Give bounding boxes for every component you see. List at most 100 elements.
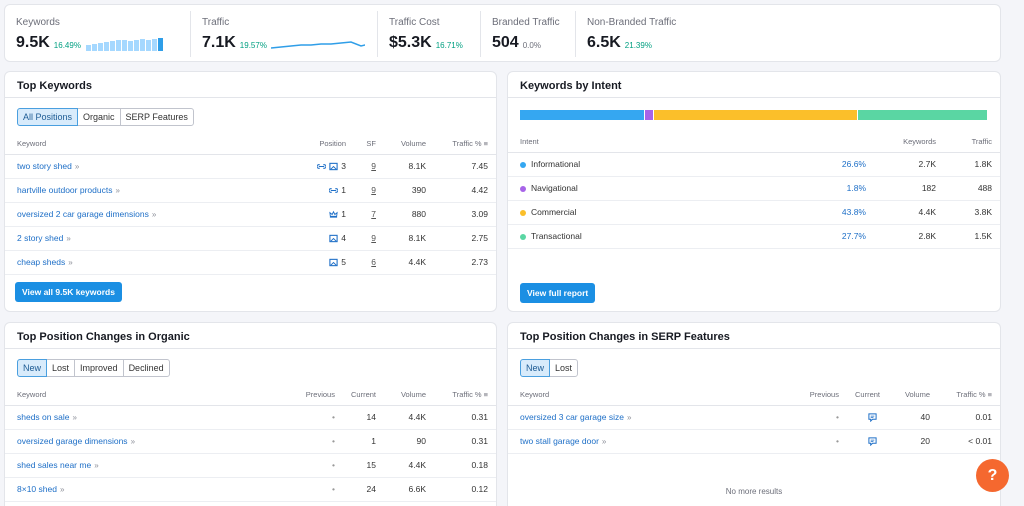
column-header[interactable]: Volume	[384, 134, 434, 155]
table-row[interactable]: Transactional 27.7% 2.8K 1.5K	[508, 224, 1000, 249]
position-cell: 4	[284, 226, 354, 251]
intent-dot	[520, 209, 526, 216]
sf-cell[interactable]: 7	[354, 202, 384, 227]
metric-value: 9.5K	[16, 34, 50, 51]
column-header[interactable]: Volume	[888, 385, 938, 406]
serp-changes-table: Keyword Previous Current Volume Traffic …	[508, 385, 1000, 454]
table-row: 2 story shed» 4 9 8.1K 2.75	[5, 226, 496, 251]
tab-lost[interactable]: Lost	[46, 359, 76, 377]
organic-change-tabs: New Lost Improved Declined	[17, 359, 496, 377]
sf-cell[interactable]: 6	[354, 250, 384, 275]
keywords-trend-bars	[85, 37, 164, 51]
previous-cell: •	[796, 405, 847, 430]
keyword-link[interactable]: cheap sheds»	[5, 250, 284, 275]
sf-cell[interactable]: 9	[354, 154, 384, 179]
intent-bar-segment	[644, 110, 653, 120]
keyword-link[interactable]: two stall garage door»	[508, 429, 797, 454]
traffic-cell: 1.8K	[944, 152, 1000, 177]
column-header[interactable]: Previous	[292, 385, 343, 406]
previous-cell: •	[292, 405, 343, 430]
column-header[interactable]: Traffic % ≡	[434, 385, 496, 406]
intent-name-cell: Navigational	[508, 176, 814, 201]
sf-cell[interactable]: 9	[354, 178, 384, 203]
previous-cell: •	[796, 429, 847, 454]
card-title: Top Position Changes in Organic	[5, 323, 496, 349]
current-cell: 24	[342, 477, 384, 502]
column-header[interactable]: Traffic % ≡	[434, 134, 496, 155]
metric-value: 504	[492, 34, 519, 51]
metric-value: 7.1K	[202, 34, 236, 51]
tab-new[interactable]: New	[17, 359, 48, 377]
volume-cell: 4.4K	[384, 250, 434, 275]
keyword-link[interactable]: oversized 3 car garage size»	[508, 405, 797, 430]
tab-all-positions[interactable]: All Positions	[17, 108, 79, 126]
column-header: Keyword	[508, 385, 797, 406]
metric-label: Non-Branded Traffic	[587, 17, 677, 28]
tab-improved[interactable]: Improved	[74, 359, 124, 377]
volume-cell: 8.1K	[384, 154, 434, 179]
tab-organic[interactable]: Organic	[77, 108, 121, 126]
metric-branded-traffic[interactable]: Branded Traffic 504 0.0%	[481, 11, 576, 57]
volume-cell: 4.4K	[384, 453, 434, 478]
metric-traffic-cost[interactable]: Traffic Cost $5.3K 16.71%	[378, 11, 481, 57]
position-cell: 3	[284, 154, 354, 179]
table-row[interactable]: Navigational 1.8% 182 488	[508, 176, 1000, 201]
keyword-link[interactable]: oversized garage dimensions»	[5, 429, 293, 454]
traffic-cell: 488	[944, 176, 1000, 201]
keyword-link[interactable]: sheds on sale»	[5, 405, 293, 430]
sort-icon: ≡	[483, 139, 488, 149]
table-row: hartville outdoor products» 1 9 390 4.42	[5, 178, 496, 203]
traffic-cell: 2.75	[434, 226, 496, 251]
metric-label: Traffic Cost	[389, 17, 440, 28]
sf-cell[interactable]: 9	[354, 226, 384, 251]
chevron-right-icon: »	[601, 437, 607, 446]
tab-declined[interactable]: Declined	[122, 359, 170, 377]
metric-traffic[interactable]: Traffic 7.1K 19.57%	[191, 11, 378, 57]
metrics-bar: Keywords 9.5K 16.49% Traffic 7.1K 19.57%…	[4, 4, 1001, 62]
column-header[interactable]: Previous	[796, 385, 847, 406]
traffic-cell: 2.73	[434, 250, 496, 275]
metric-label: Keywords	[16, 17, 60, 28]
volume-cell: 40	[888, 405, 938, 430]
view-full-report-button[interactable]: View full report	[520, 283, 596, 303]
organic-changes-table: Keyword Previous Current Volume Traffic …	[5, 385, 496, 502]
traffic-cell: 0.12	[434, 477, 496, 502]
keyword-link[interactable]: two story shed»	[5, 154, 284, 179]
volume-cell: 880	[384, 202, 434, 227]
view-all-keywords-button[interactable]: View all 9.5K keywords	[15, 282, 122, 302]
traffic-cell: 0.31	[434, 405, 496, 430]
column-header[interactable]: Volume	[384, 385, 434, 406]
table-row: two stall garage door» • 20 < 0.01	[508, 429, 1000, 454]
tab-serp-features[interactable]: SERP Features	[119, 108, 194, 126]
card-title: Top Keywords	[5, 72, 496, 98]
column-header: Keywords	[874, 132, 944, 153]
tab-lost[interactable]: Lost	[549, 359, 579, 377]
traffic-cell: < 0.01	[938, 429, 1000, 454]
column-header[interactable]: SF	[354, 134, 384, 155]
intent-name-cell: Informational	[508, 152, 814, 177]
chevron-right-icon: »	[151, 210, 157, 219]
metric-nonbranded-traffic[interactable]: Non-Branded Traffic 6.5K 21.39%	[576, 11, 706, 57]
sort-icon: ≡	[987, 390, 992, 400]
column-header[interactable]: Current	[342, 385, 384, 406]
keywords-by-intent-card: Keywords by Intent Intent Keywords Traff…	[507, 71, 1001, 312]
tab-new[interactable]: New	[520, 359, 551, 377]
keyword-link[interactable]: 8×10 shed»	[5, 477, 293, 502]
keyword-link[interactable]: 2 story shed»	[5, 226, 284, 251]
chevron-right-icon: »	[94, 461, 99, 470]
table-row[interactable]: Informational 26.6% 2.7K 1.8K	[508, 152, 1000, 177]
keyword-link[interactable]: hartville outdoor products»	[5, 178, 284, 203]
current-cell: 14	[342, 405, 384, 430]
column-header: Traffic	[944, 132, 1000, 153]
keyword-link[interactable]: shed sales near me»	[5, 453, 293, 478]
metric-keywords[interactable]: Keywords 9.5K 16.49%	[5, 11, 191, 57]
keyword-link[interactable]: oversized 2 car garage dimensions»	[5, 202, 284, 227]
table-row[interactable]: Commercial 43.8% 4.4K 3.8K	[508, 200, 1000, 225]
table-row: oversized garage dimensions» • 1 90 0.31	[5, 429, 496, 454]
chevron-right-icon: »	[59, 485, 65, 494]
column-header[interactable]: Position	[284, 134, 354, 155]
column-header[interactable]: Current	[846, 385, 888, 406]
chevron-right-icon: »	[66, 234, 71, 243]
help-button[interactable]: ?	[976, 459, 1009, 492]
column-header[interactable]: Traffic % ≡	[938, 385, 1000, 406]
